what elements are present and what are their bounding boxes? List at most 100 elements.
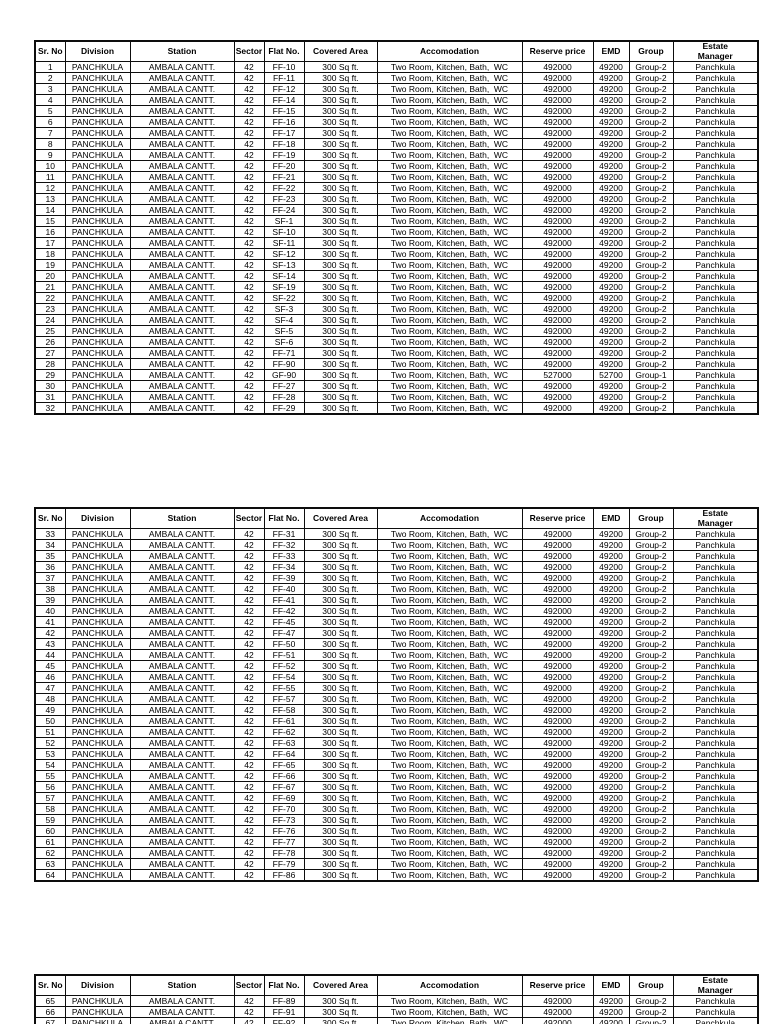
cell-accomodation: Two Room, Kitchen, Bath, WC	[376, 149, 523, 161]
cell-group: Group-2	[628, 94, 674, 106]
cell-station: AMBALA CANTT.	[129, 259, 235, 271]
cell-reserve-price: 492000	[521, 627, 594, 639]
column-header-emd: EMD	[592, 507, 630, 529]
cell-flat-no: SF-5	[263, 325, 305, 337]
cell-sector: 42	[233, 770, 265, 782]
cell-division: PANCHKULA	[64, 83, 131, 95]
cell-reserve-price: 492000	[521, 237, 594, 249]
cell-station: AMBALA CANTT.	[129, 325, 235, 337]
cell-flat-no: FF-29	[263, 402, 305, 415]
cell-group: Group-2	[628, 182, 674, 194]
cell-sr-no: 17	[34, 237, 66, 249]
cell-sector: 42	[233, 314, 265, 326]
cell-estate-manager: Panchkula	[672, 215, 759, 227]
cell-covered-area: 300 Sq ft.	[303, 391, 378, 403]
cell-emd: 49200	[592, 149, 630, 161]
cell-estate-manager: Panchkula	[672, 814, 759, 826]
cell-emd: 49200	[592, 204, 630, 216]
cell-group: Group-2	[628, 847, 674, 859]
cell-estate-manager: Panchkula	[672, 682, 759, 694]
cell-flat-no: FF-65	[263, 759, 305, 771]
cell-sector: 42	[233, 171, 265, 183]
cell-sr-no: 62	[34, 847, 66, 859]
cell-flat-no: FF-71	[263, 347, 305, 359]
cell-accomodation: Two Room, Kitchen, Bath, WC	[376, 336, 523, 348]
cell-division: PANCHKULA	[64, 550, 131, 562]
cell-accomodation: Two Room, Kitchen, Bath, WC	[376, 847, 523, 859]
cell-accomodation: Two Room, Kitchen, Bath, WC	[376, 539, 523, 551]
cell-flat-no: FF-32	[263, 539, 305, 551]
cell-division: PANCHKULA	[64, 380, 131, 392]
cell-station: AMBALA CANTT.	[129, 814, 235, 826]
cell-emd: 49200	[592, 1017, 630, 1024]
cell-covered-area: 300 Sq ft.	[303, 204, 378, 216]
column-header-estate-manager: Estate Manager	[672, 40, 759, 62]
cell-estate-manager: Panchkula	[672, 402, 759, 415]
cell-flat-no: FF-15	[263, 105, 305, 117]
cell-accomodation: Two Room, Kitchen, Bath, WC	[376, 303, 523, 315]
cell-sr-no: 40	[34, 605, 66, 617]
cell-reserve-price: 492000	[521, 149, 594, 161]
cell-station: AMBALA CANTT.	[129, 160, 235, 172]
table-row: 41 PANCHKULA AMBALA CANTT. 42 FF-45 300 Sq ft…	[34, 616, 759, 628]
cell-emd: 49200	[592, 539, 630, 551]
cell-estate-manager: Panchkula	[672, 83, 759, 95]
cell-sr-no: 50	[34, 715, 66, 727]
cell-reserve-price: 492000	[521, 292, 594, 304]
cell-covered-area: 300 Sq ft.	[303, 583, 378, 595]
cell-division: PANCHKULA	[64, 160, 131, 172]
cell-division: PANCHKULA	[64, 94, 131, 106]
cell-sector: 42	[233, 303, 265, 315]
cell-reserve-price: 492000	[521, 226, 594, 238]
cell-accomodation: Two Room, Kitchen, Bath, WC	[376, 660, 523, 672]
cell-reserve-price: 492000	[521, 105, 594, 117]
cell-reserve-price: 492000	[521, 726, 594, 738]
cell-estate-manager: Panchkula	[672, 803, 759, 815]
cell-division: PANCHKULA	[64, 583, 131, 595]
cell-reserve-price: 492000	[521, 72, 594, 84]
cell-estate-manager: Panchkula	[672, 314, 759, 326]
cell-sector: 42	[233, 671, 265, 683]
cell-accomodation: Two Room, Kitchen, Bath, WC	[376, 704, 523, 716]
cell-covered-area: 300 Sq ft.	[303, 303, 378, 315]
cell-station: AMBALA CANTT.	[129, 1006, 235, 1018]
cell-division: PANCHKULA	[64, 237, 131, 249]
cell-flat-no: SF-14	[263, 270, 305, 282]
column-header-sr-no: Sr. No	[34, 507, 66, 529]
cell-reserve-price: 492000	[521, 748, 594, 760]
cell-reserve-price: 492000	[521, 347, 594, 359]
cell-emd: 49200	[592, 83, 630, 95]
cell-covered-area: 300 Sq ft.	[303, 781, 378, 793]
cell-flat-no: FF-28	[263, 391, 305, 403]
table-row: 24 PANCHKULA AMBALA CANTT. 42 SF-4 300 Sq ft.…	[34, 314, 759, 326]
cell-division: PANCHKULA	[64, 660, 131, 672]
cell-flat-no: FF-78	[263, 847, 305, 859]
cell-covered-area: 300 Sq ft.	[303, 759, 378, 771]
cell-accomodation: Two Room, Kitchen, Bath, WC	[376, 226, 523, 238]
cell-station: AMBALA CANTT.	[129, 748, 235, 760]
cell-division: PANCHKULA	[64, 358, 131, 370]
cell-estate-manager: Panchkula	[672, 171, 759, 183]
cell-flat-no: FF-77	[263, 836, 305, 848]
cell-accomodation: Two Room, Kitchen, Bath, WC	[376, 292, 523, 304]
table-row: 50 PANCHKULA AMBALA CANTT. 42 FF-61 300 Sq ft…	[34, 715, 759, 727]
cell-accomodation: Two Room, Kitchen, Bath, WC	[376, 627, 523, 639]
cell-sector: 42	[233, 737, 265, 749]
cell-group: Group-2	[628, 204, 674, 216]
cell-sr-no: 44	[34, 649, 66, 661]
cell-emd: 49200	[592, 303, 630, 315]
cell-emd: 49200	[592, 836, 630, 848]
cell-emd: 49200	[592, 171, 630, 183]
cell-flat-no: SF-6	[263, 336, 305, 348]
cell-accomodation: Two Room, Kitchen, Bath, WC	[376, 281, 523, 293]
cell-station: AMBALA CANTT.	[129, 83, 235, 95]
cell-emd: 49200	[592, 259, 630, 271]
cell-covered-area: 300 Sq ft.	[303, 770, 378, 782]
cell-group: Group-2	[628, 380, 674, 392]
table-row: 33 PANCHKULA AMBALA CANTT. 42 FF-31 300 Sq ft…	[34, 528, 759, 540]
cell-sr-no: 36	[34, 561, 66, 573]
cell-station: AMBALA CANTT.	[129, 391, 235, 403]
table-row: 53 PANCHKULA AMBALA CANTT. 42 FF-64 300 Sq ft…	[34, 748, 759, 760]
cell-group: Group-2	[628, 72, 674, 84]
cell-division: PANCHKULA	[64, 704, 131, 716]
